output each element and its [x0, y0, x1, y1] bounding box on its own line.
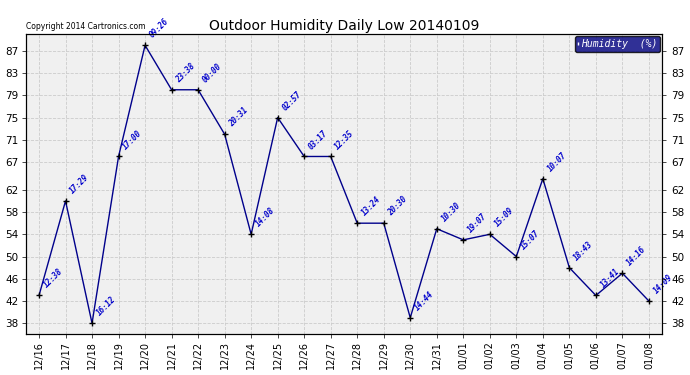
Text: 23:38: 23:38	[175, 62, 197, 84]
Text: 10:30: 10:30	[440, 201, 462, 223]
Text: 00:00: 00:00	[201, 62, 224, 84]
Text: 14:16: 14:16	[625, 245, 648, 268]
Text: 15:09: 15:09	[493, 206, 515, 229]
Title: Outdoor Humidity Daily Low 20140109: Outdoor Humidity Daily Low 20140109	[209, 19, 479, 33]
Text: 14:09: 14:09	[651, 273, 674, 296]
Text: 03:17: 03:17	[307, 128, 330, 151]
Legend: Humidity  (%): Humidity (%)	[575, 36, 660, 52]
Text: 17:00: 17:00	[121, 128, 144, 151]
Text: Copyright 2014 Cartronics.com: Copyright 2014 Cartronics.com	[26, 22, 146, 31]
Text: 14:44: 14:44	[413, 290, 435, 312]
Text: 15:07: 15:07	[519, 228, 542, 251]
Text: 16:12: 16:12	[95, 295, 117, 318]
Text: 18:43: 18:43	[572, 239, 595, 262]
Text: 10:07: 10:07	[546, 150, 568, 173]
Text: 14:08: 14:08	[254, 206, 277, 229]
Text: 12:35: 12:35	[333, 128, 356, 151]
Text: 19:07: 19:07	[466, 211, 489, 234]
Text: 20:30: 20:30	[386, 195, 409, 217]
Text: 20:31: 20:31	[227, 106, 250, 129]
Text: 13:41: 13:41	[598, 267, 621, 290]
Text: 12:38: 12:38	[41, 267, 64, 290]
Text: 02:57: 02:57	[280, 89, 303, 112]
Text: 09:26: 09:26	[148, 17, 170, 40]
Text: 17:29: 17:29	[68, 172, 91, 195]
Text: 13:24: 13:24	[360, 195, 382, 217]
